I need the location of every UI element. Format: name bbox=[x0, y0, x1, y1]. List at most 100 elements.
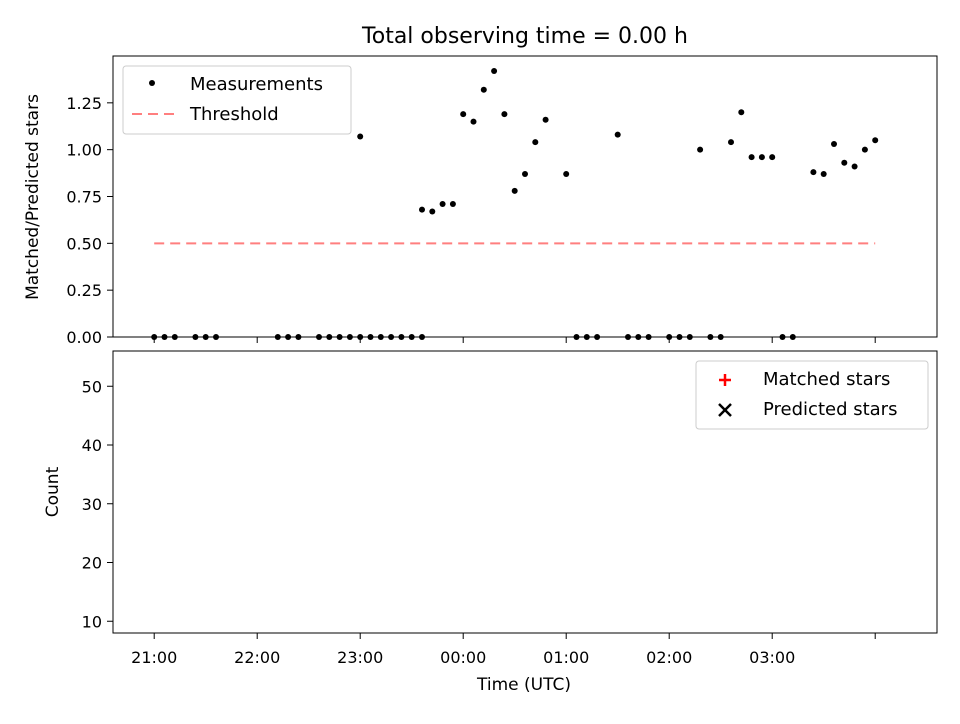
ratio-y-tick-label: 0.75 bbox=[66, 188, 102, 207]
measurement-point bbox=[491, 67, 498, 74]
measurement-point bbox=[192, 334, 199, 340]
measurement-point bbox=[594, 334, 601, 340]
measurement-point bbox=[748, 154, 755, 161]
measurement-point bbox=[213, 334, 219, 340]
measurement-point bbox=[316, 334, 322, 340]
count-y-ticks: 10 20 30 40 50 bbox=[82, 377, 113, 631]
count-y-tick-label: 50 bbox=[82, 377, 102, 396]
measurement-point bbox=[470, 118, 477, 125]
count-x-tick-label: 01:00 bbox=[543, 648, 589, 667]
ratio-y-axis-label: Matched/Predicted stars bbox=[23, 94, 43, 300]
count-legend: Matched stars Predicted stars bbox=[695, 360, 929, 430]
legend-threshold-label: Threshold bbox=[189, 104, 279, 125]
count-x-tick-label: 02:00 bbox=[646, 648, 692, 667]
legend-measurements-marker bbox=[149, 80, 155, 86]
count-x-tick-label: 22:00 bbox=[234, 648, 280, 667]
measurement-point bbox=[872, 137, 879, 144]
measurement-point bbox=[429, 208, 436, 215]
ratio-legend-box bbox=[122, 65, 352, 135]
measurement-point bbox=[686, 334, 693, 340]
measurement-point bbox=[449, 200, 456, 207]
ratio-panel: 0.00 0.25 0.50 0.75 1.00 1.25 Matched/Predict… bbox=[23, 55, 938, 347]
measurement-point bbox=[820, 171, 827, 178]
measurement-point bbox=[285, 334, 292, 340]
measurement-point bbox=[676, 334, 683, 340]
count-x-tick-label: 00:00 bbox=[440, 648, 486, 667]
ratio-x-ticks bbox=[153, 337, 876, 343]
count-x-ticks: 21:00 22:00 23:00 00:00 01:00 02:00 03:00 bbox=[131, 633, 876, 667]
measurement-point bbox=[377, 334, 384, 340]
measurement-point bbox=[831, 141, 837, 148]
measurement-point bbox=[151, 334, 158, 340]
measurement-point bbox=[326, 334, 333, 340]
measurement-point bbox=[573, 334, 580, 340]
measurement-point bbox=[583, 334, 590, 340]
measurement-point bbox=[460, 111, 467, 118]
measurement-point bbox=[274, 334, 281, 340]
chart-title: Total observing time = 0.00 h bbox=[361, 24, 688, 49]
measurement-point bbox=[779, 334, 786, 340]
x-axis-label: Time (UTC) bbox=[476, 675, 571, 695]
measurement-point bbox=[161, 334, 168, 340]
ratio-y-tick-label: 0.25 bbox=[66, 281, 102, 300]
measurement-point bbox=[532, 139, 539, 146]
measurement-point bbox=[563, 171, 570, 178]
count-x-tick-label: 21:00 bbox=[131, 648, 177, 667]
legend-matched-marker bbox=[719, 374, 731, 386]
measurement-point bbox=[408, 334, 415, 340]
measurement-point bbox=[769, 154, 776, 161]
count-x-tick-label: 23:00 bbox=[337, 648, 383, 667]
measurement-point bbox=[419, 334, 425, 340]
measurement-point bbox=[851, 163, 858, 170]
ratio-y-tick-label: 0.50 bbox=[66, 234, 102, 253]
measurement-point bbox=[789, 334, 796, 340]
measurement-point bbox=[861, 146, 868, 153]
ratio-y-ticks: 0.00 0.25 0.50 0.75 1.00 1.25 bbox=[66, 94, 113, 347]
count-legend-box bbox=[695, 360, 929, 430]
measurement-point bbox=[758, 154, 765, 161]
measurement-point bbox=[707, 334, 714, 340]
measurement-point bbox=[697, 146, 704, 153]
measurement-point bbox=[357, 334, 364, 340]
measurement-point bbox=[336, 334, 343, 340]
measurement-point bbox=[635, 334, 642, 340]
legend-measurements-label: Measurements bbox=[190, 74, 323, 95]
measurement-point bbox=[501, 111, 508, 118]
measurement-point bbox=[614, 131, 621, 138]
count-y-tick-label: 30 bbox=[82, 495, 102, 514]
count-y-tick-label: 40 bbox=[82, 436, 102, 455]
measurement-point bbox=[542, 116, 549, 123]
measurement-point bbox=[439, 200, 446, 207]
measurement-point bbox=[841, 159, 848, 166]
count-y-tick-label: 20 bbox=[82, 554, 102, 573]
count-y-tick-label: 10 bbox=[82, 612, 102, 631]
measurement-point bbox=[738, 109, 745, 116]
legend-matched-label: Matched stars bbox=[763, 369, 890, 390]
measurement-point bbox=[645, 334, 652, 340]
measurement-point bbox=[398, 334, 405, 340]
measurement-point bbox=[171, 334, 178, 340]
count-panel: 10 20 30 40 50 21:00 22:00 23:00 00:00 01:00 02:0… bbox=[43, 350, 938, 695]
measurement-point bbox=[625, 334, 631, 340]
measurement-point bbox=[388, 334, 395, 340]
count-y-axis-label: Count bbox=[43, 466, 63, 517]
ratio-y-tick-label: 1.00 bbox=[66, 141, 102, 160]
legend-predicted-marker bbox=[718, 403, 732, 417]
measurement-point bbox=[346, 334, 353, 340]
measurement-point bbox=[511, 187, 518, 194]
ratio-y-tick-label: 1.25 bbox=[66, 94, 102, 113]
measurement-point bbox=[419, 206, 425, 213]
count-x-tick-label: 03:00 bbox=[749, 648, 795, 667]
measurement-points bbox=[151, 67, 879, 340]
measurement-point bbox=[357, 133, 364, 140]
count-panel-frame bbox=[112, 350, 938, 634]
measurement-point bbox=[810, 169, 817, 176]
measurement-point bbox=[367, 334, 374, 340]
measurement-point bbox=[295, 334, 302, 340]
legend-predicted-label: Predicted stars bbox=[763, 399, 897, 420]
measurement-point bbox=[666, 334, 673, 340]
ratio-legend: Measurements Threshold bbox=[122, 65, 352, 135]
measurement-point bbox=[480, 86, 487, 93]
measurement-point bbox=[202, 334, 209, 340]
